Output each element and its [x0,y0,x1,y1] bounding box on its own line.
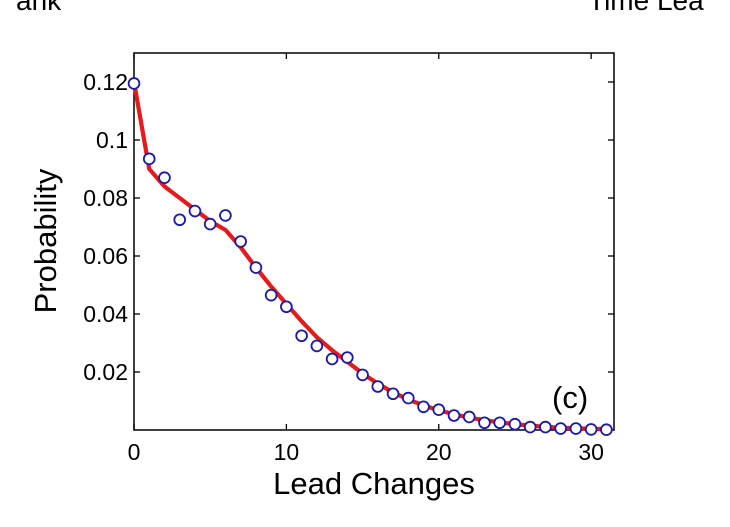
plot-area [133,52,615,431]
data-point [264,288,278,302]
data-point [417,400,430,414]
y-tick-label: 0.06 [83,243,128,269]
data-point [371,380,385,393]
data-point [447,409,461,422]
data-point [325,352,339,366]
fit-line-layer [131,79,609,432]
data-point [219,209,232,222]
data-point [523,420,537,434]
y-tick-label: 0.12 [83,69,128,95]
y-tick-label: 0.08 [83,185,128,211]
x-tick-label: 0 [128,439,141,465]
data-point [386,387,400,401]
x-axis-label: Lead Changes [273,466,475,501]
data-point [401,391,415,405]
data-point [554,422,567,435]
data-point [188,204,202,218]
x-tick-label: 20 [426,439,452,465]
data-point [158,171,171,185]
data-point [600,423,613,437]
data-point [142,152,156,166]
data-point [569,422,583,435]
data-point [462,410,476,424]
data-point [249,261,263,274]
data-point [203,217,217,231]
y-tick-label: 0.02 [83,359,128,385]
panel-label: (c) [552,380,588,415]
data-point [356,368,369,382]
y-tick-label: 0.04 [83,301,128,327]
y-axis-label: Probability [28,168,63,313]
fit-line [131,79,609,432]
data-point [478,416,491,430]
data-point [508,417,522,431]
y-tick-label: 0.1 [96,127,128,153]
x-tick-label: 30 [578,439,604,465]
cropped-right-title: Time Lea [588,0,704,16]
data-point [295,329,308,343]
data-point [127,77,141,90]
data-point [234,235,247,248]
data-point [310,339,324,353]
axis-ticks: 0 10 20 30 0.02 0.04 0.06 0.08 0.1 0.12 [83,53,614,465]
data-point [341,351,354,364]
data-point [432,403,446,417]
data-point [539,420,552,434]
data-point [173,213,187,227]
cropped-left-title: ank [16,0,62,16]
data-point [280,300,293,314]
data-point [584,423,598,436]
x-tick-label: 10 [274,439,300,465]
data-points-layer [127,77,613,437]
data-point [493,416,507,430]
